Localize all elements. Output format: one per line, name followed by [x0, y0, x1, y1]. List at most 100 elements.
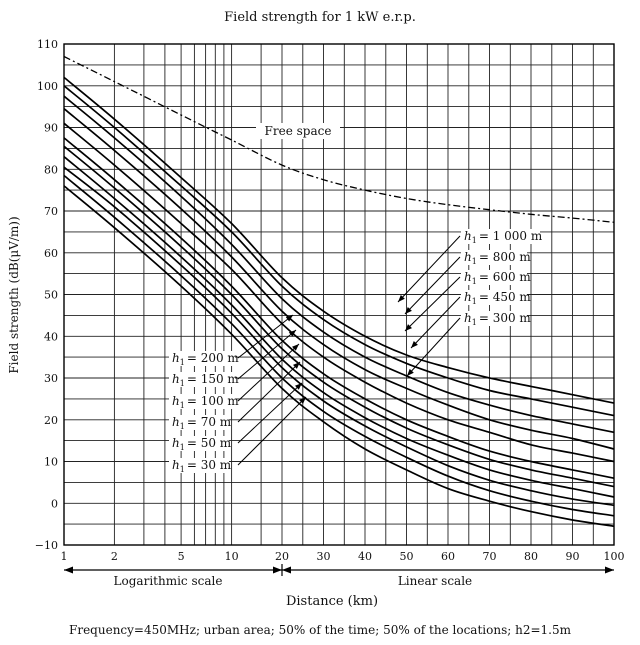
x-tick-label: 2: [111, 550, 118, 563]
label-background: [169, 372, 235, 387]
h1-label-right: h1 = 450 m: [464, 290, 531, 306]
label-background: [169, 458, 229, 473]
y-tick-label: 70: [44, 205, 58, 218]
series-line-h1-150-m: [63, 145, 615, 488]
label-background: [256, 123, 340, 139]
leader-line: [237, 314, 294, 359]
series-line-h1-1-000-m: [63, 76, 615, 404]
h1-label-left: h1 = 200 m: [172, 351, 239, 367]
label-background: [169, 415, 229, 430]
y-tick-label: 30: [44, 372, 58, 385]
leader-line: [404, 256, 461, 315]
leader-arrowhead: [285, 315, 293, 322]
x-tick-label: 1: [61, 550, 68, 563]
y-tick-label: 90: [44, 122, 58, 135]
y-tick-label: 80: [44, 163, 58, 176]
leader-line: [237, 343, 300, 402]
scale-arrowhead: [605, 566, 614, 574]
label-background: [461, 290, 527, 305]
scale-arrowhead: [282, 566, 291, 574]
h1-label-left: h1 = 70 m: [172, 415, 232, 431]
free-space-label: Free space: [265, 124, 332, 138]
leader-line: [397, 235, 461, 303]
leader-line: [410, 296, 461, 349]
series-line-h1-450-m: [63, 108, 615, 450]
h1-label-left: h1 = 100 m: [172, 394, 239, 410]
leader-line: [237, 329, 297, 380]
label-background: [461, 311, 527, 326]
series-line-h1-100-m: [63, 156, 615, 498]
leader-line: [237, 396, 307, 466]
scale-arrowhead: [64, 566, 73, 574]
chart-title: Field strength for 1 kW e.r.p.: [224, 10, 416, 25]
series-line-h1-30-m: [63, 185, 615, 528]
y-tick-label: 110: [37, 38, 58, 51]
leader-line: [237, 361, 301, 423]
y-tick-label: 60: [44, 247, 58, 260]
x-axis-label: Distance (km): [286, 594, 378, 609]
h1-label-right: h1 = 800 m: [464, 250, 531, 266]
leader-arrowhead: [299, 397, 306, 404]
leader-arrowhead: [288, 330, 296, 337]
x-tick-label: 90: [566, 550, 580, 563]
y-tick-label: −10: [35, 539, 58, 552]
x-tick-label: 100: [604, 550, 625, 563]
linear-scale-label: Linear scale: [398, 574, 472, 588]
y-tick-label: 0: [51, 497, 58, 510]
leader-arrowhead: [405, 307, 412, 314]
x-tick-label: 30: [317, 550, 331, 563]
h1-label-left: h1 = 50 m: [172, 436, 232, 452]
x-tick-label: 80: [524, 550, 538, 563]
leader-arrowhead: [398, 295, 405, 302]
y-axis-label: Field strength (dB(μV/m)): [7, 216, 21, 373]
leader-arrowhead: [405, 324, 412, 331]
leader-line: [406, 317, 461, 377]
h1-label-left: h1 = 30 m: [172, 458, 232, 474]
x-tick-label: 40: [358, 550, 372, 563]
log-scale-label: Logarithmic scale: [114, 574, 223, 588]
h1-label-right: h1 = 600 m: [464, 270, 531, 286]
label-background: [461, 250, 527, 265]
leader-arrowhead: [293, 362, 300, 369]
leader-arrowhead: [295, 383, 302, 390]
x-tick-label: 70: [483, 550, 497, 563]
h1-label-right: h1 = 300 m: [464, 311, 531, 327]
leader-line: [404, 276, 461, 332]
leader-arrowhead: [407, 368, 414, 376]
leader-arrowhead: [292, 344, 299, 351]
plot-border: [63, 43, 615, 546]
y-tick-label: 40: [44, 330, 58, 343]
label-background: [169, 351, 235, 366]
label-background: [169, 436, 229, 451]
annotations: Free space h1 = 1 000 m h1 = 800 m h1 = 600 m h…: [169, 123, 543, 474]
plot-frame: [63, 43, 615, 546]
x-tick-label: 60: [441, 550, 455, 563]
series-line-free-space: [63, 55, 615, 223]
y-tick-label: 20: [44, 414, 58, 427]
h1-label-left: h1 = 150 m: [172, 372, 239, 388]
h1-label-right: h1 = 1 000 m: [464, 229, 543, 245]
series-line-h1-70-m: [63, 166, 615, 507]
chart-caption: Frequency=450MHz; urban area; 50% of the…: [69, 623, 572, 637]
label-background: [169, 394, 235, 409]
leader-arrowhead: [411, 341, 418, 348]
x-tick-label: 5: [178, 550, 185, 563]
series-line-h1-800-m: [63, 85, 615, 417]
x-tick-label: 50: [400, 550, 414, 563]
label-background: [461, 229, 540, 244]
curves: [63, 55, 615, 528]
x-tick-labels: 1 2 5 10 20 30 40 50 60 70 80 90 100: [61, 550, 625, 563]
scale-indicators: Logarithmic scale Linear scale: [64, 564, 614, 588]
y-tick-label: 50: [44, 289, 58, 302]
series-line-h1-600-m: [63, 95, 615, 434]
series-line-h1-50-m: [63, 174, 615, 517]
x-tick-label: 20: [275, 550, 289, 563]
leader-line: [237, 382, 303, 444]
label-background: [461, 270, 527, 285]
x-tick-label: 10: [225, 550, 239, 563]
series-line-h1-300-m: [63, 122, 615, 463]
series-line-h1-200-m: [63, 137, 615, 480]
y-tick-label: 100: [37, 80, 58, 93]
